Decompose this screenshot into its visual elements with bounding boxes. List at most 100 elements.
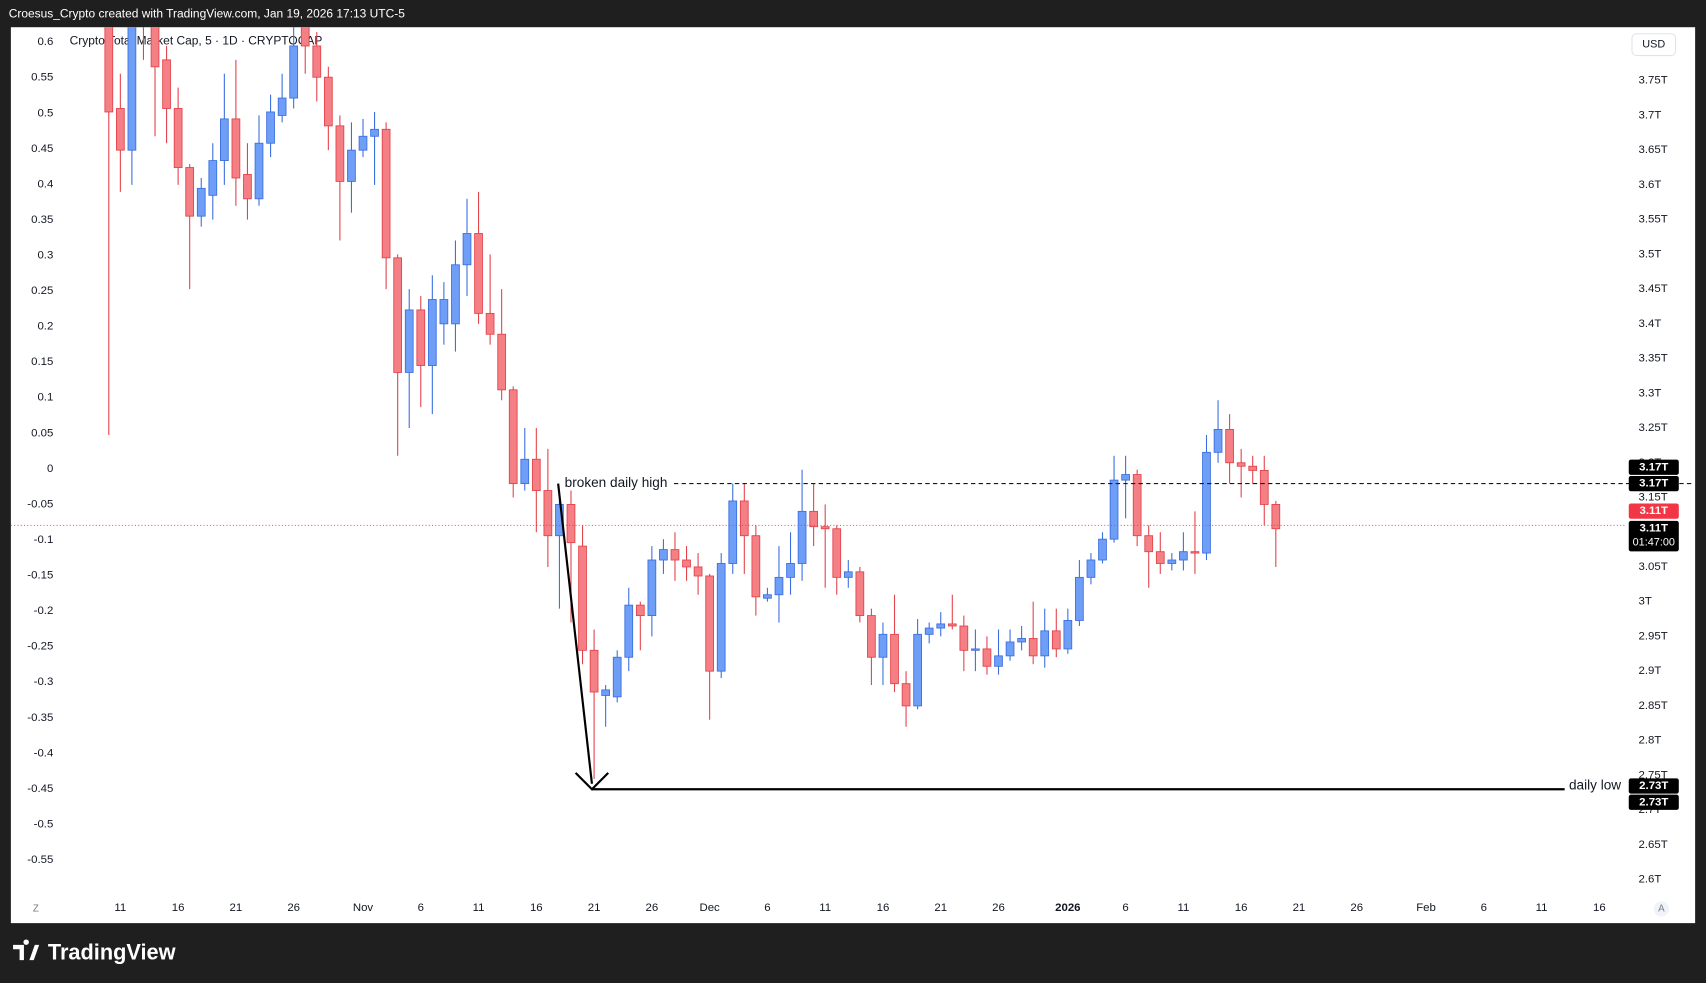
y2-tick-label: 0.15 — [31, 356, 53, 368]
candle-body — [416, 309, 426, 366]
y-tick-label: 3.45T — [1639, 283, 1668, 295]
price-label: 2.73T — [1639, 780, 1668, 792]
candle-body — [693, 566, 703, 577]
candle-body — [427, 299, 437, 366]
countdown: 01:47:00 — [1633, 537, 1675, 549]
candle-body — [335, 125, 345, 182]
y-tick-label: 3.25T — [1639, 422, 1668, 434]
price-label: 3.17T — [1639, 478, 1668, 490]
candle-body — [809, 510, 818, 528]
candle-body — [116, 108, 125, 151]
price-label-box — [1628, 778, 1679, 794]
candle-body — [1248, 465, 1258, 471]
candle-body — [1271, 503, 1281, 530]
candle-body — [1051, 630, 1061, 650]
candle-body — [508, 389, 518, 485]
x-tick-label: Nov — [353, 902, 374, 914]
candle-body — [543, 490, 553, 537]
candle-body — [936, 623, 946, 629]
x-tick-label: 26 — [646, 902, 659, 914]
candle-body — [451, 264, 460, 325]
x-tick-label: 16 — [877, 902, 890, 914]
candle-body — [1086, 559, 1096, 578]
x-tick-label: 26 — [992, 902, 1005, 914]
candles — [104, 27, 1281, 779]
x-tick-label: 16 — [1235, 902, 1248, 914]
y-tick-label: 3.15T — [1639, 492, 1668, 504]
candle-body — [1005, 641, 1015, 657]
candle-body — [185, 167, 195, 217]
y2-tick-label: -0.25 — [27, 641, 53, 653]
candle-body — [971, 648, 980, 651]
annotation-arrow — [557, 483, 594, 784]
price-label: 3.11T — [1640, 505, 1669, 517]
candle-body — [474, 233, 483, 314]
candle-body — [1132, 474, 1142, 537]
candle-body — [1155, 551, 1165, 564]
auto-scale-button[interactable] — [1653, 901, 1670, 917]
currency[interactable]: USD — [1642, 39, 1665, 51]
y2-tick-label: 0.4 — [37, 178, 54, 190]
y2-tick-label: -0.3 — [34, 676, 54, 688]
candle-body — [1028, 638, 1038, 657]
currency-box[interactable] — [1631, 33, 1677, 57]
candle-body — [1236, 462, 1246, 467]
y-tick-label: 3.3T — [1639, 387, 1662, 399]
scale-button[interactable]: A — [1658, 904, 1665, 915]
y2-tick-label: 0 — [47, 463, 53, 475]
candle-body — [994, 655, 1003, 667]
candle-body — [832, 528, 842, 578]
y2-tick-label: 0.35 — [31, 214, 53, 226]
x-tick-label: 21 — [934, 902, 947, 914]
x-tick-label: 21 — [1293, 902, 1306, 914]
candle-body — [485, 312, 495, 335]
candle-body — [1259, 469, 1269, 505]
candle-body — [959, 625, 969, 651]
x-tick-label: 11 — [473, 902, 485, 914]
x-tick-label: 6 — [764, 902, 770, 914]
candle-body — [624, 604, 634, 658]
y-tick-label: 2.95T — [1639, 630, 1668, 642]
candle-body — [739, 500, 749, 537]
candle-body — [901, 683, 911, 707]
x-tick-label: 11 — [819, 902, 831, 914]
y2-tick-label: -0.35 — [27, 712, 53, 724]
price-label: 3.11T — [1640, 523, 1669, 535]
candle-body — [104, 27, 114, 113]
candle-body — [347, 149, 356, 182]
candle-body — [647, 559, 657, 617]
scale-button[interactable]: Z — [33, 904, 39, 915]
price-label-box — [1628, 475, 1679, 492]
candle-body — [612, 656, 622, 698]
candle-body — [300, 27, 310, 47]
price-label: 2.73T — [1639, 796, 1668, 808]
candle-body — [913, 633, 922, 707]
y-tick-label: 2.85T — [1639, 700, 1668, 712]
candle-body — [1098, 538, 1107, 561]
y2-tick-label: 0.1 — [37, 392, 53, 404]
candle-body — [381, 128, 391, 259]
candle-body — [370, 128, 379, 137]
x-tick-label: 26 — [1350, 902, 1363, 914]
annotation-text: daily low — [1569, 778, 1621, 793]
x-tick-label: 21 — [230, 902, 243, 914]
y2-tick-label: 0.6 — [37, 36, 53, 48]
candle-body — [1144, 535, 1154, 553]
candle-body — [867, 615, 876, 658]
x-tick-label: 2026 — [1055, 902, 1080, 914]
candle-body — [277, 97, 287, 116]
candle-body — [982, 648, 992, 667]
candle-body — [1063, 620, 1073, 650]
candle-body — [358, 135, 368, 151]
candle-body — [1179, 551, 1188, 561]
y-tick-label: 3.55T — [1639, 214, 1668, 226]
candle-body — [890, 633, 899, 685]
price-label-box — [1628, 520, 1679, 552]
candle-body — [947, 623, 957, 627]
y-tick-label: 3.5T — [1639, 248, 1662, 260]
candle-body — [578, 545, 587, 651]
candle-body — [635, 604, 645, 617]
y-tick-label: 3.65T — [1639, 144, 1668, 156]
candle-body — [323, 76, 333, 127]
candle-body — [497, 333, 507, 391]
